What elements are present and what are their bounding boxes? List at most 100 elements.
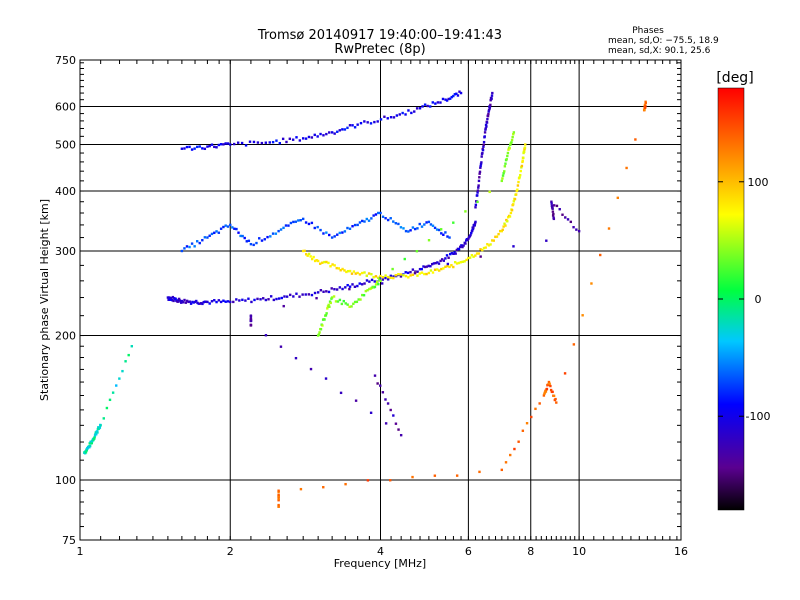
echo-point [403, 257, 406, 261]
echo-point [418, 107, 422, 110]
echo-point [93, 437, 96, 440]
echo-point [564, 216, 567, 219]
echo-point [335, 288, 339, 291]
echo-point [440, 232, 443, 235]
echo-point [306, 254, 309, 257]
echo-point [379, 274, 382, 278]
echo-point [327, 303, 330, 307]
echo-point [461, 245, 464, 249]
echo-point [437, 269, 441, 272]
echo-point [510, 138, 514, 142]
echo-point [392, 275, 395, 278]
echo-point [331, 263, 334, 266]
echo-point [575, 228, 578, 231]
echo-point [323, 260, 326, 264]
echo-point [452, 252, 455, 256]
echo-point [407, 276, 410, 279]
echo-point [98, 426, 102, 429]
echo-point [319, 289, 323, 292]
echo-point [474, 203, 478, 207]
echo-point [430, 262, 434, 266]
echo-point [479, 255, 482, 258]
echo-point [444, 231, 447, 234]
echo-point [512, 200, 516, 203]
echo-point [249, 317, 253, 320]
echo-point [512, 133, 515, 136]
echo-point [233, 227, 236, 230]
echo-point [414, 270, 417, 273]
echo-point [343, 269, 346, 272]
echo-point [235, 227, 238, 231]
echo-point [442, 233, 445, 236]
echo-point [431, 271, 435, 274]
echo-point [108, 398, 112, 402]
echo-point [425, 221, 428, 224]
echo-point [328, 305, 331, 308]
echo-point [249, 314, 253, 317]
echo-point [383, 115, 386, 118]
echo-point [188, 300, 191, 303]
echo-point [219, 300, 223, 304]
echo-point [353, 223, 357, 227]
echo-point [577, 229, 581, 233]
echo-point [434, 261, 437, 265]
echo-point [372, 214, 375, 217]
echo-point [338, 286, 342, 289]
echo-point [96, 431, 99, 434]
echo-point [272, 298, 276, 302]
echo-point [411, 268, 415, 271]
echo-point [418, 272, 421, 275]
echo-point [374, 213, 378, 216]
echo-point [322, 134, 325, 137]
echo-point [392, 116, 396, 119]
echo-point [304, 293, 307, 296]
echo-point [360, 283, 364, 286]
echo-point [345, 270, 348, 274]
echo-point [452, 265, 455, 269]
echo-point [370, 217, 373, 220]
echo-point [313, 133, 316, 137]
echo-point [377, 276, 380, 280]
echo-point [247, 297, 250, 300]
echo-point [545, 387, 549, 391]
echo-point [277, 489, 280, 492]
echo-point [431, 224, 435, 227]
echo-point [310, 136, 314, 139]
echo-point [376, 382, 379, 385]
echo-point [555, 204, 559, 208]
echo-point [299, 487, 303, 491]
echo-point [422, 265, 425, 268]
echo-point [519, 169, 522, 173]
echo-point [474, 254, 477, 257]
echo-point [437, 262, 441, 265]
echo-point [458, 90, 461, 93]
echo-point [324, 377, 328, 380]
echo-point [427, 264, 430, 268]
echo-point [482, 140, 486, 144]
echo-point [367, 219, 371, 222]
echo-point [317, 333, 321, 336]
echo-point [581, 314, 584, 317]
echo-point [520, 164, 524, 168]
echo-point [224, 142, 227, 145]
echo-point [361, 219, 364, 223]
colorbar-label: [deg] [716, 70, 753, 86]
echo-point [369, 122, 373, 125]
echo-point [399, 433, 403, 437]
echo-point [501, 174, 505, 177]
echo-point [343, 128, 347, 131]
scatter-points [83, 90, 647, 508]
echo-point [552, 204, 556, 207]
y-tick-label: 500 [55, 139, 76, 152]
echo-point [453, 93, 457, 96]
echo-point [517, 440, 520, 443]
echo-point [226, 300, 230, 303]
echo-point [316, 225, 319, 229]
echo-point [644, 100, 647, 104]
y-tick-label: 200 [55, 330, 76, 343]
echo-point [316, 135, 319, 138]
echo-point [344, 302, 347, 305]
echo-point [206, 145, 209, 148]
echo-point [415, 107, 419, 110]
echo-point [487, 110, 490, 113]
